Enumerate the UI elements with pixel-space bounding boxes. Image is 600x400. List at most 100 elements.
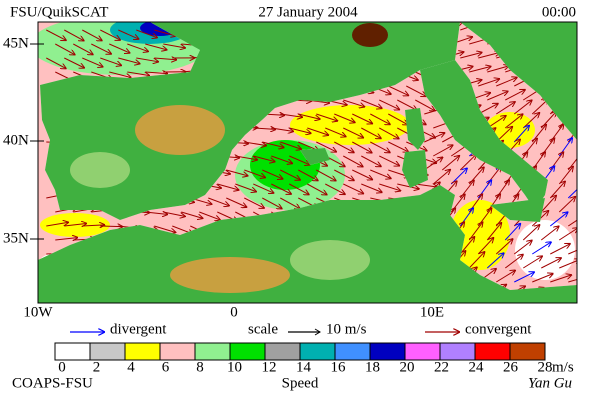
wind-arrow	[343, 211, 364, 218]
wind-arrow	[118, 253, 139, 261]
wind-arrow	[199, 267, 218, 278]
wind-arrow	[136, 111, 158, 115]
wind-arrow	[109, 240, 131, 243]
wind-arrow	[190, 225, 210, 235]
wind-arrow	[55, 268, 77, 269]
wind-arrow	[262, 281, 284, 286]
wind-arrow	[433, 66, 454, 73]
wind-arrow	[424, 51, 445, 59]
wind-arrow	[379, 264, 401, 269]
wind-arrow	[379, 99, 399, 109]
wind-arrow	[550, 23, 571, 31]
wind-arrow	[451, 37, 472, 45]
wind-arrow	[487, 285, 506, 297]
wind-arrow	[163, 43, 185, 48]
wind-arrow	[423, 182, 439, 199]
wind-arrow	[343, 127, 363, 138]
wind-arrow	[388, 57, 409, 64]
wind-arrow	[64, 281, 85, 287]
wind-arrow	[298, 86, 320, 87]
wind-arrow	[343, 72, 365, 75]
wind-arrow	[226, 82, 248, 87]
convergent-label: convergent	[465, 321, 532, 337]
wind-arrow	[415, 184, 437, 187]
wind-arrow	[352, 226, 374, 228]
wind-arrow	[577, 291, 598, 296]
wind-arrow	[208, 197, 229, 206]
wind-arrow	[64, 114, 86, 117]
wind-arrow	[100, 253, 121, 259]
wind-arrow	[307, 183, 326, 195]
wind-arrow	[541, 258, 561, 269]
wind-arrow	[316, 113, 337, 121]
wind-arrow	[127, 43, 148, 51]
wind-arrow	[550, 275, 571, 283]
wind-arrow	[298, 197, 318, 208]
wind-arrow	[64, 254, 86, 255]
wind-arrow	[145, 212, 167, 214]
wind-arrow	[379, 183, 400, 191]
wind-arrow	[316, 141, 336, 152]
wind-arrow	[91, 267, 112, 273]
wind-arrow	[307, 239, 328, 246]
wind-arrow	[379, 292, 401, 297]
wind-arrow	[271, 239, 291, 249]
wind-arrow	[109, 152, 131, 157]
wind-arrow	[406, 250, 428, 255]
wind-arrow	[244, 113, 266, 114]
wind-arrow	[325, 99, 346, 105]
wind-arrow	[46, 194, 68, 199]
wind-arrow	[388, 198, 410, 201]
wind-arrow	[325, 155, 344, 166]
wind-arrow	[64, 29, 83, 41]
colorbar-tick-label: 10	[227, 359, 242, 375]
wind-arrow	[91, 295, 111, 303]
wind-arrow	[289, 100, 311, 101]
wind-arrow	[118, 57, 139, 64]
wind-arrow	[46, 167, 68, 170]
wind-arrow	[181, 295, 201, 303]
wind-arrow	[280, 225, 300, 235]
wind-arrow	[505, 65, 526, 73]
wind-arrow	[109, 211, 131, 212]
wind-arrow	[199, 211, 220, 220]
wind-arrow	[91, 100, 113, 103]
terrain	[135, 105, 225, 155]
wind-arrow	[145, 72, 167, 74]
wind-arrow	[55, 155, 77, 156]
wind-arrow	[352, 85, 373, 93]
wind-arrow	[253, 40, 275, 45]
wind-arrow	[64, 141, 86, 142]
wind-arrow	[280, 169, 300, 180]
wind-arrow	[55, 180, 77, 185]
wind-arrow	[271, 99, 293, 100]
wind-arrow	[523, 64, 543, 73]
wind-arrow	[559, 60, 577, 73]
wind-arrow	[343, 155, 362, 167]
wind-arrow	[190, 82, 212, 87]
wind-arrow	[127, 152, 149, 157]
wind-arrow	[325, 183, 344, 194]
wind-arrow	[82, 85, 103, 91]
wind-arrow	[280, 282, 302, 284]
wind-arrow	[154, 110, 176, 115]
wind-arrow	[343, 43, 365, 44]
colorbar-box	[369, 342, 406, 361]
wind-arrow	[253, 183, 273, 193]
wind-arrow	[487, 66, 508, 73]
wind-arrow	[226, 253, 246, 264]
wind-arrow	[190, 197, 211, 204]
colorbar-tick-label: 8	[196, 359, 204, 375]
wind-arrow	[109, 126, 131, 128]
wind-arrow	[271, 296, 293, 298]
wind-arrow	[91, 43, 111, 54]
wind-arrow	[388, 250, 410, 255]
wind-arrow	[100, 166, 122, 171]
wind-arrow	[253, 295, 275, 300]
wind-arrow	[388, 278, 410, 283]
colorbar-box	[509, 342, 546, 361]
wind-arrow	[397, 292, 419, 297]
wind-arrow	[154, 138, 176, 143]
wind-arrow	[64, 166, 86, 171]
wind-arrow	[334, 27, 356, 30]
